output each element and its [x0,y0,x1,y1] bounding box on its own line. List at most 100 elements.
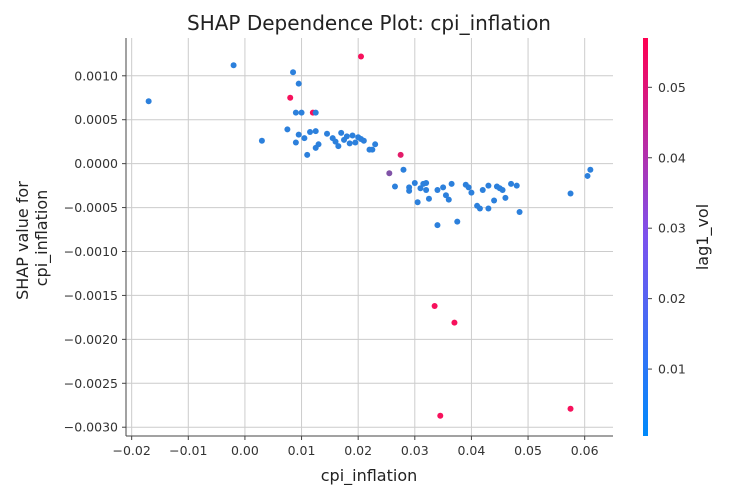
x-tick-label: 0.04 [458,443,486,458]
data-point [258,137,265,144]
y-tick-label: 0.0010 [74,68,118,83]
colorbar-label: lag1_vol [693,204,713,270]
grid-lines [126,38,613,436]
data-point [386,170,393,177]
data-point [397,151,404,158]
y-tick-label: −0.0015 [64,288,118,303]
y-tick-label: −0.0010 [64,244,118,259]
data-point [304,151,311,158]
y-tick-label: −0.0025 [64,376,118,391]
data-point [476,205,483,212]
data-point [437,412,444,419]
data-point [369,146,376,153]
data-point [434,186,441,193]
y-axis-label-line-1: SHAP value for [13,181,32,300]
data-point [372,141,379,148]
data-point [440,184,447,191]
data-point [295,131,302,138]
data-point [352,139,359,146]
data-point [414,199,421,206]
x-tick-label: 0.01 [288,443,316,458]
data-point [290,69,297,76]
data-point [448,180,455,187]
data-point [145,98,152,105]
x-tick-label: 0.05 [514,443,542,458]
data-point [423,186,430,193]
y-tick-label: −0.0020 [64,332,118,347]
data-point [584,172,591,179]
data-point [508,180,515,187]
data-point [423,179,430,186]
data-point [312,128,319,135]
data-point [485,182,492,189]
data-point [479,186,486,193]
x-ticks: −0.02 −0.01 0.00 0.01 0.02 0.03 0.04 0.05 0.06 [113,436,599,458]
data-point [513,182,520,189]
data-point [292,109,299,116]
data-point [516,208,523,215]
data-point [454,218,461,225]
data-point [567,190,574,197]
data-point [587,166,594,173]
x-tick-label: 0.02 [344,443,372,458]
y-tick-label: 0.0005 [74,112,118,127]
data-point [391,183,398,190]
colorbar-tick-label: 0.01 [658,362,686,377]
scatter-points [145,53,594,419]
data-point [502,194,509,201]
colorbar-tick-label: 0.04 [658,150,686,165]
data-point [468,189,475,196]
colorbar-tick-label: 0.03 [658,221,686,236]
y-axis-label: SHAP value for cpi_inflation [13,176,52,300]
x-tick-label: 0.00 [231,443,259,458]
data-point [442,192,449,199]
data-point [431,302,438,309]
y-tick-label: −0.0030 [64,420,118,435]
data-point [445,196,452,203]
data-point [338,129,345,136]
data-point [425,195,432,202]
data-point [335,143,342,150]
data-point [343,133,350,140]
data-point [287,94,294,101]
data-point [301,135,308,142]
data-point [324,130,331,137]
y-axis-label-line-2: cpi_inflation [32,190,52,287]
colorbar-tick-label: 0.05 [658,80,686,95]
y-tick-label: 0.0000 [74,156,118,171]
x-axis-label: cpi_inflation [321,466,418,486]
data-point [360,137,367,144]
data-point [411,179,418,186]
data-point [298,109,305,116]
colorbar-ticks: 0.01 0.02 0.03 0.04 0.05 [648,80,686,377]
data-point [315,141,322,148]
data-point [346,140,353,147]
data-point [400,166,407,173]
colorbar [643,38,648,436]
data-point [230,62,237,69]
x-tick-label: −0.02 [113,443,151,458]
data-point [567,405,574,412]
x-tick-label: −0.01 [169,443,207,458]
colorbar-tick-label: 0.02 [658,291,686,306]
data-point [485,205,492,212]
data-point [451,319,458,326]
data-point [491,197,498,204]
data-point [284,126,291,133]
data-point [406,187,413,194]
y-tick-label: −0.0005 [64,200,118,215]
data-point [295,80,302,87]
data-point [358,53,365,60]
chart-title: SHAP Dependence Plot: cpi_inflation [187,11,551,35]
data-point [292,139,299,146]
data-point [332,138,339,145]
data-point [434,222,441,229]
y-ticks: 0.0010 0.0005 0.0000 −0.0005 −0.0010 −0.0015 −… [64,68,126,435]
data-point [465,184,472,191]
data-point [312,109,319,116]
data-point [307,129,314,136]
x-tick-label: 0.03 [401,443,429,458]
data-point [499,186,506,193]
x-tick-label: 0.06 [571,443,599,458]
